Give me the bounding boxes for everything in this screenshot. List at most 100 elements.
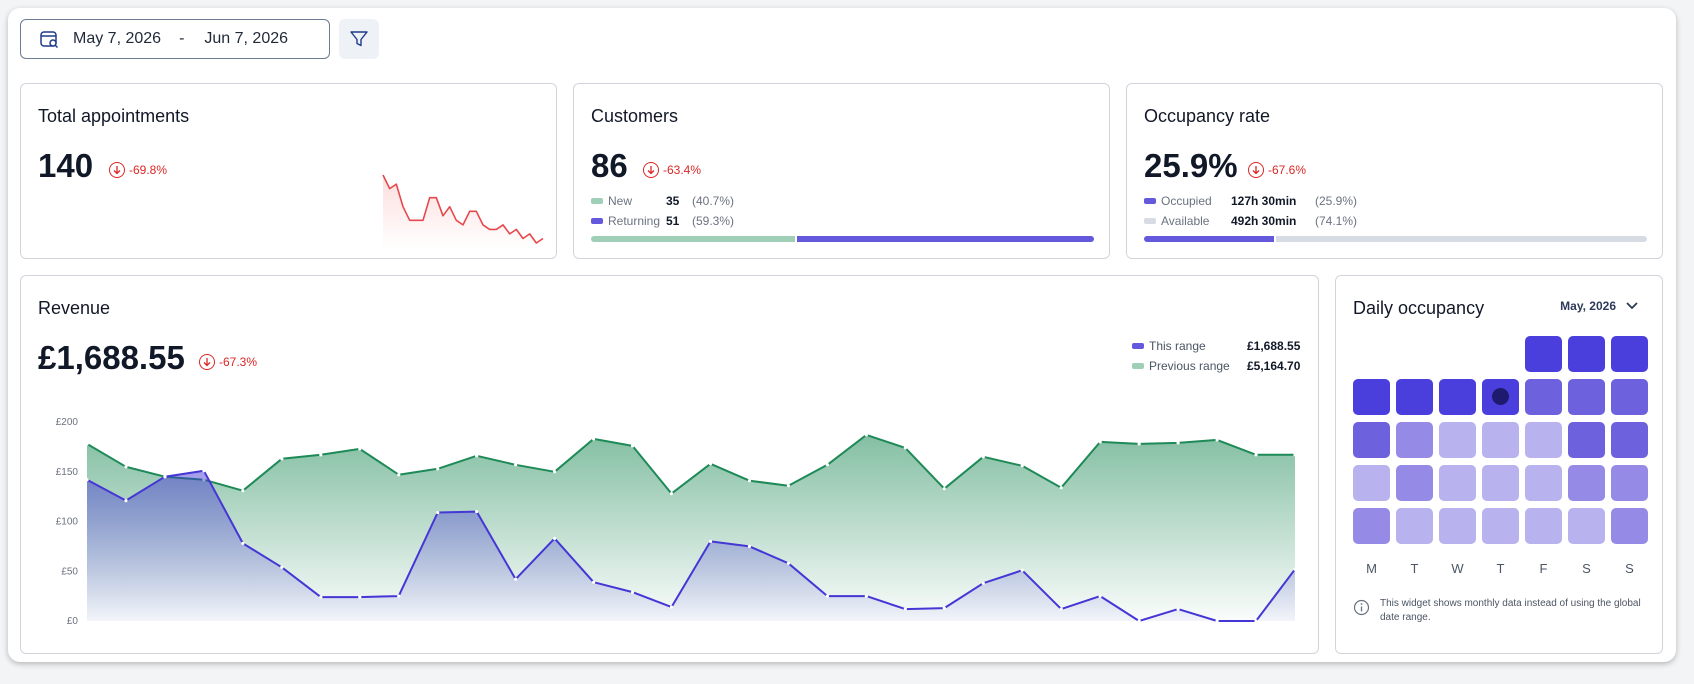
data-point[interactable]: [981, 581, 985, 585]
data-point[interactable]: [280, 457, 284, 461]
data-point[interactable]: [825, 463, 829, 467]
day-cell[interactable]: [1396, 465, 1433, 501]
data-point[interactable]: [124, 465, 128, 469]
data-point[interactable]: [514, 577, 518, 581]
data-point[interactable]: [85, 478, 89, 482]
day-cell[interactable]: [1482, 379, 1519, 415]
data-point[interactable]: [202, 469, 206, 473]
data-point[interactable]: [630, 590, 635, 594]
day-cell[interactable]: [1525, 422, 1562, 458]
data-point[interactable]: [1137, 619, 1141, 623]
data-point[interactable]: [1254, 619, 1258, 623]
day-cell[interactable]: [1439, 508, 1476, 544]
data-point[interactable]: [1059, 486, 1063, 490]
data-point[interactable]: [1020, 568, 1024, 572]
data-point[interactable]: [1098, 594, 1102, 598]
day-cell[interactable]: [1439, 379, 1476, 415]
data-point[interactable]: [397, 594, 401, 598]
data-point[interactable]: [85, 442, 89, 446]
data-point[interactable]: [864, 433, 868, 437]
day-cell[interactable]: [1525, 379, 1562, 415]
data-point[interactable]: [1215, 619, 1219, 623]
data-point[interactable]: [124, 499, 128, 503]
data-point[interactable]: [1254, 453, 1258, 457]
day-cell[interactable]: [1568, 422, 1605, 458]
data-point[interactable]: [475, 509, 479, 514]
data-point[interactable]: [397, 473, 401, 477]
day-cell[interactable]: [1568, 379, 1605, 415]
data-point[interactable]: [708, 462, 713, 466]
day-cell[interactable]: [1482, 465, 1519, 501]
day-cell[interactable]: [1611, 379, 1648, 415]
data-point[interactable]: [1098, 440, 1102, 444]
data-point[interactable]: [241, 489, 245, 493]
data-point[interactable]: [942, 606, 946, 610]
data-point[interactable]: [669, 605, 674, 609]
data-point[interactable]: [475, 454, 479, 458]
data-point[interactable]: [358, 595, 362, 599]
day-cell[interactable]: [1396, 422, 1433, 458]
data-point[interactable]: [436, 510, 440, 515]
day-cell[interactable]: [1611, 465, 1648, 501]
day-cell[interactable]: [1396, 379, 1433, 415]
day-cell[interactable]: [1611, 422, 1648, 458]
data-point[interactable]: [747, 544, 752, 548]
data-point[interactable]: [1059, 607, 1063, 611]
day-cell[interactable]: [1353, 379, 1390, 415]
data-point[interactable]: [553, 470, 557, 474]
day-cell[interactable]: [1568, 336, 1605, 372]
day-cell[interactable]: [1611, 336, 1648, 372]
card-title: Occupancy rate: [1144, 106, 1271, 126]
data-point[interactable]: [553, 536, 557, 541]
data-point[interactable]: [1137, 442, 1141, 446]
data-point[interactable]: [1293, 453, 1297, 457]
date-range-picker[interactable]: May 7, 2026 - Jun 7, 2026: [20, 19, 330, 59]
data-point[interactable]: [942, 487, 946, 491]
data-point[interactable]: [591, 580, 596, 584]
data-point[interactable]: [241, 541, 245, 545]
day-cell[interactable]: [1525, 465, 1562, 501]
data-point[interactable]: [981, 455, 985, 459]
data-point[interactable]: [280, 565, 284, 569]
day-cell[interactable]: [1611, 508, 1648, 544]
filter-button[interactable]: [339, 19, 379, 59]
data-point[interactable]: [825, 594, 829, 598]
data-point[interactable]: [1176, 607, 1180, 611]
data-point[interactable]: [591, 437, 596, 441]
data-point[interactable]: [1176, 441, 1180, 445]
day-cell[interactable]: [1353, 508, 1390, 544]
day-cell[interactable]: [1439, 422, 1476, 458]
month-select[interactable]: May, 2026: [1560, 299, 1638, 313]
data-point[interactable]: [1215, 438, 1219, 442]
data-point[interactable]: [903, 607, 907, 611]
data-point[interactable]: [630, 444, 635, 448]
day-cell[interactable]: [1525, 508, 1562, 544]
data-point[interactable]: [1293, 567, 1297, 571]
day-cell[interactable]: [1353, 465, 1390, 501]
data-point[interactable]: [358, 447, 362, 451]
data-point[interactable]: [319, 453, 323, 457]
data-point[interactable]: [1020, 464, 1024, 468]
date-start[interactable]: May 7, 2026: [73, 30, 162, 47]
day-cell[interactable]: [1439, 465, 1476, 501]
day-cell[interactable]: [1568, 465, 1605, 501]
day-cell[interactable]: [1482, 508, 1519, 544]
data-point[interactable]: [786, 561, 791, 565]
day-cell[interactable]: [1396, 508, 1433, 544]
data-point[interactable]: [163, 475, 167, 479]
date-end[interactable]: Jun 7, 2026: [204, 30, 289, 47]
day-cell[interactable]: [1525, 336, 1562, 372]
data-point[interactable]: [669, 492, 674, 496]
data-point[interactable]: [786, 484, 791, 488]
data-point[interactable]: [864, 594, 868, 598]
data-point[interactable]: [436, 467, 440, 471]
day-cell[interactable]: [1568, 508, 1605, 544]
data-point[interactable]: [514, 463, 518, 467]
data-point[interactable]: [708, 539, 713, 543]
data-point[interactable]: [319, 595, 323, 599]
day-cell[interactable]: [1353, 422, 1390, 458]
data-point[interactable]: [903, 446, 907, 450]
day-cell[interactable]: [1482, 422, 1519, 458]
data-point[interactable]: [747, 479, 752, 483]
split-label: Available: [1161, 214, 1210, 228]
